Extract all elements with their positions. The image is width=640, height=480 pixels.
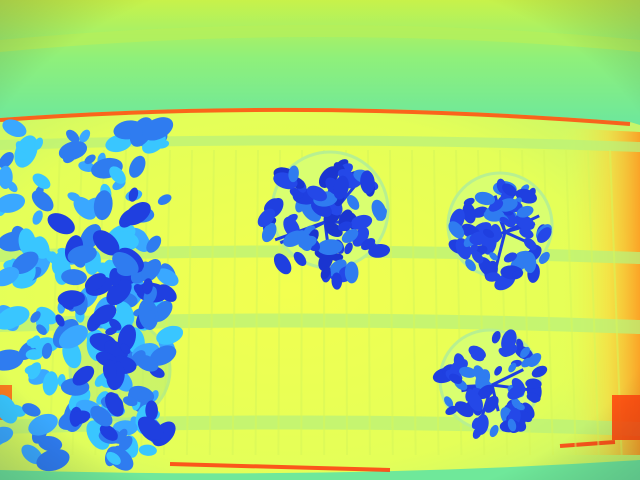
thermal-scene: [0, 0, 640, 480]
vignette: [0, 0, 640, 480]
thermal-image: [0, 0, 640, 480]
